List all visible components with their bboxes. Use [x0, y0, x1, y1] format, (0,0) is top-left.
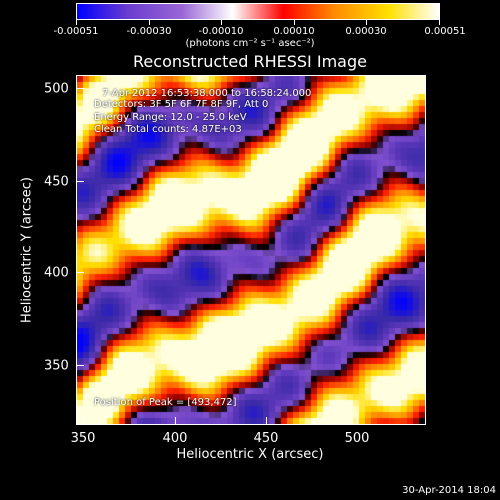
chart-title: Reconstructed RHESSI Image	[133, 52, 367, 71]
y-tick-label: 500	[44, 81, 69, 97]
y-tick-label: 350	[44, 358, 69, 374]
colorbar-tick-label: 0.00010	[273, 26, 315, 37]
x-tick-label: 350	[70, 431, 96, 446]
colorbar-tick-label: -0.00051	[53, 26, 99, 37]
y-axis-label: Heliocentric Y (arcsec)	[19, 177, 35, 323]
image-plot[interactable]: 7-Apr-2012 16:53:38.000 to 16:58:24.000 …	[76, 75, 426, 425]
timestamp: 30-Apr-2014 18:04	[402, 485, 496, 496]
colorbar-tick-label: -0.00010	[198, 26, 244, 37]
colorbar	[76, 3, 440, 20]
y-tick-label: 450	[44, 174, 69, 190]
x-axis-label: Heliocentric X (arcsec)	[176, 447, 324, 462]
x-tick-label: 450	[253, 431, 279, 446]
colorbar-units: (photons cm⁻² s⁻¹ asec⁻²)	[185, 38, 315, 49]
colorbar-tick-label: 0.00030	[345, 26, 387, 37]
peak-position-label: Position of Peak = [493,472]	[94, 397, 237, 408]
x-tick-label: 400	[162, 431, 188, 446]
detectors-label: Detectors: 3F 5F 6F 7F 8F 9F, Att 0	[94, 99, 269, 110]
colorbar-tick-label: -0.00030	[126, 26, 172, 37]
clean-counts-label: Clean Total counts: 4.87E+03	[94, 124, 242, 135]
y-tick-label: 400	[44, 265, 69, 281]
colorbar-tick-label: 0.00051	[424, 26, 466, 37]
time-range-label: 7-Apr-2012 16:53:38.000 to 16:58:24.000	[102, 88, 312, 99]
heatmap-canvas	[77, 76, 425, 424]
energy-range-label: Energy Range: 12.0 - 25.0 keV	[94, 112, 247, 123]
x-tick-label: 500	[344, 431, 370, 446]
